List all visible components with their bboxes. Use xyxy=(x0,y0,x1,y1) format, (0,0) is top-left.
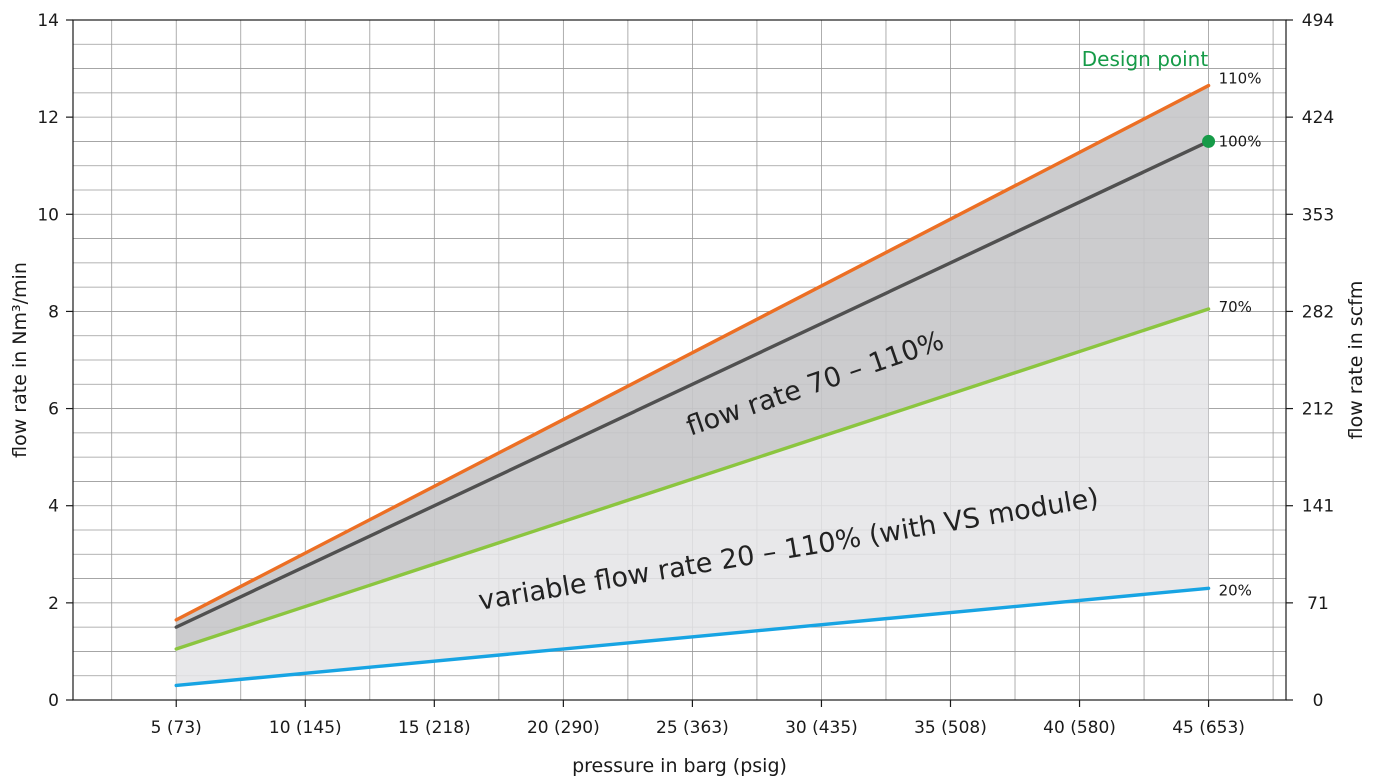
y2-tick-label: 71 xyxy=(1307,594,1329,614)
y-tick-label: 4 xyxy=(48,497,59,517)
series-line-100pct xyxy=(174,139,1211,629)
flow-rate-bands xyxy=(176,85,1209,686)
y-tick-label: 0 xyxy=(48,691,59,711)
series-label-70pct: 70% xyxy=(1219,298,1252,316)
y-tick-label: 12 xyxy=(37,108,59,128)
y2-axis-title: flow rate in scfm xyxy=(1345,281,1367,440)
design-point-marker xyxy=(1202,134,1216,148)
series-lines: 110% 100% 70% 20% xyxy=(174,70,1262,688)
band-lower-fill xyxy=(176,309,1209,686)
x-tick-label: 40 (580) xyxy=(1043,718,1116,738)
y2-tick-label: 0 xyxy=(1313,691,1324,711)
series-label-110pct: 110% xyxy=(1219,70,1262,88)
y2-tick-label: 424 xyxy=(1302,108,1334,128)
series-label-20pct: 20% xyxy=(1219,581,1252,599)
x-tick-label: 25 (363) xyxy=(656,718,729,738)
x-axis-title: pressure in barg (psig) xyxy=(572,755,787,777)
x-tick-label: 45 (653) xyxy=(1172,718,1245,738)
x-tick-label: 30 (435) xyxy=(785,718,858,738)
plot-frame xyxy=(72,19,1287,701)
y2-tick-label: 494 xyxy=(1302,11,1334,31)
y-tick-label: 10 xyxy=(37,205,59,225)
y2-tick-label: 282 xyxy=(1302,302,1334,322)
design-point-label: Design point xyxy=(1082,47,1209,71)
x-tick-label: 10 (145) xyxy=(269,718,342,738)
series-line-110pct xyxy=(174,83,1211,622)
y2-tick-label: 353 xyxy=(1302,205,1334,225)
y-tick-label: 6 xyxy=(48,400,59,420)
axes: 0 0 2 71 4 141 6 212 8 282 10 353 12 424 14 494 5 (73) 10… xyxy=(37,11,1334,738)
band-upper-fill xyxy=(176,85,1209,650)
y-tick-label: 8 xyxy=(48,302,59,322)
series-line-70pct xyxy=(174,307,1211,651)
y2-tick-label: 212 xyxy=(1302,400,1334,420)
y-axis-title: flow rate in Nm³/min xyxy=(9,262,31,458)
series-label-100pct: 100% xyxy=(1219,132,1262,150)
y2-tick-label: 141 xyxy=(1302,497,1334,517)
y-tick-label: 2 xyxy=(48,594,59,614)
x-tick-label: 15 (218) xyxy=(398,718,471,738)
y-tick-label: 14 xyxy=(37,11,59,31)
x-tick-label: 5 (73) xyxy=(151,718,202,738)
x-tick-label: 20 (290) xyxy=(527,718,600,738)
series-line-20pct xyxy=(174,586,1211,688)
x-tick-label: 35 (508) xyxy=(914,718,987,738)
